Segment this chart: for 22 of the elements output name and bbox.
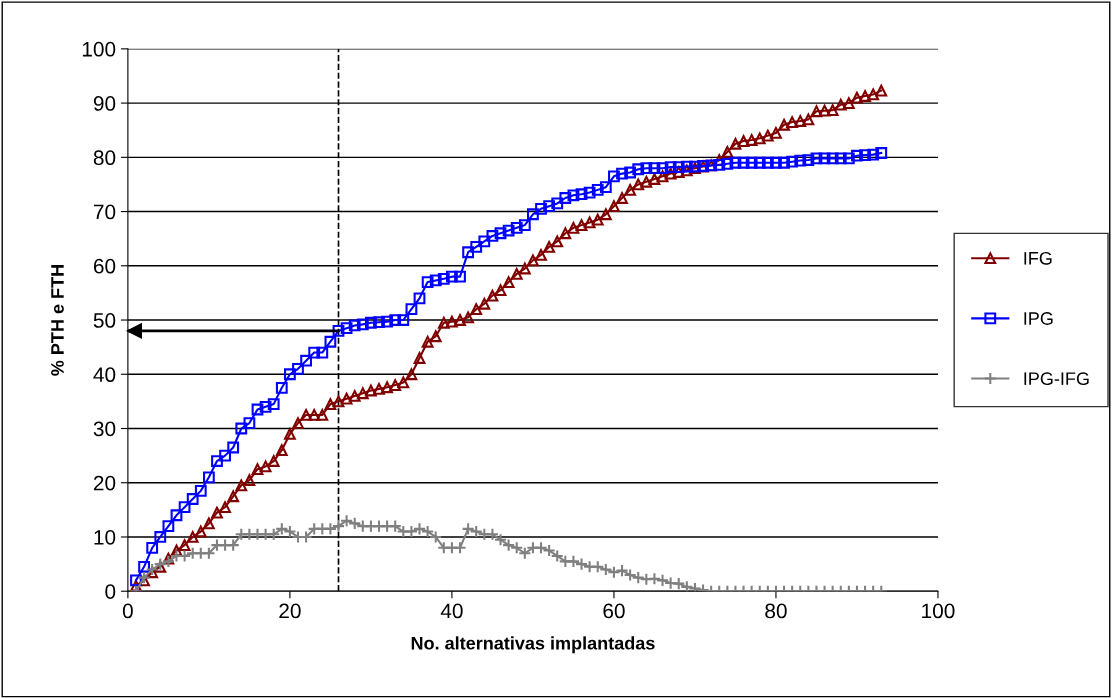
y-tick-label: 100 <box>82 41 116 57</box>
y-tick-label: 80 <box>93 150 116 166</box>
x-tick-label: 20 <box>279 603 301 619</box>
legend-label: IPG <box>1024 312 1053 325</box>
y-tick-label: 70 <box>93 204 116 220</box>
y-tick-label: 40 <box>93 367 116 383</box>
y-tick-label: 50 <box>93 313 116 328</box>
x-tick-label: 40 <box>440 603 463 619</box>
y-tick-label: 0 <box>105 584 116 599</box>
y-tick-label: 10 <box>94 529 116 545</box>
legend-label: IPG-IFG <box>1024 372 1089 386</box>
x-tick-label: 60 <box>603 603 625 619</box>
x-tick-label: 100 <box>922 603 955 619</box>
legend-label: IFG <box>1024 251 1052 265</box>
x-axis-title: No. alternativas implantadas <box>411 636 655 654</box>
y-axis-title: % PTH e FTH <box>51 265 64 376</box>
y-tick-label: 90 <box>93 96 116 111</box>
x-tick-label: 0 <box>122 603 133 619</box>
y-tick-label: 20 <box>93 475 116 491</box>
y-tick-label: 60 <box>93 258 116 274</box>
y-tick-label: 30 <box>93 421 116 437</box>
x-tick-label: 80 <box>765 603 787 619</box>
